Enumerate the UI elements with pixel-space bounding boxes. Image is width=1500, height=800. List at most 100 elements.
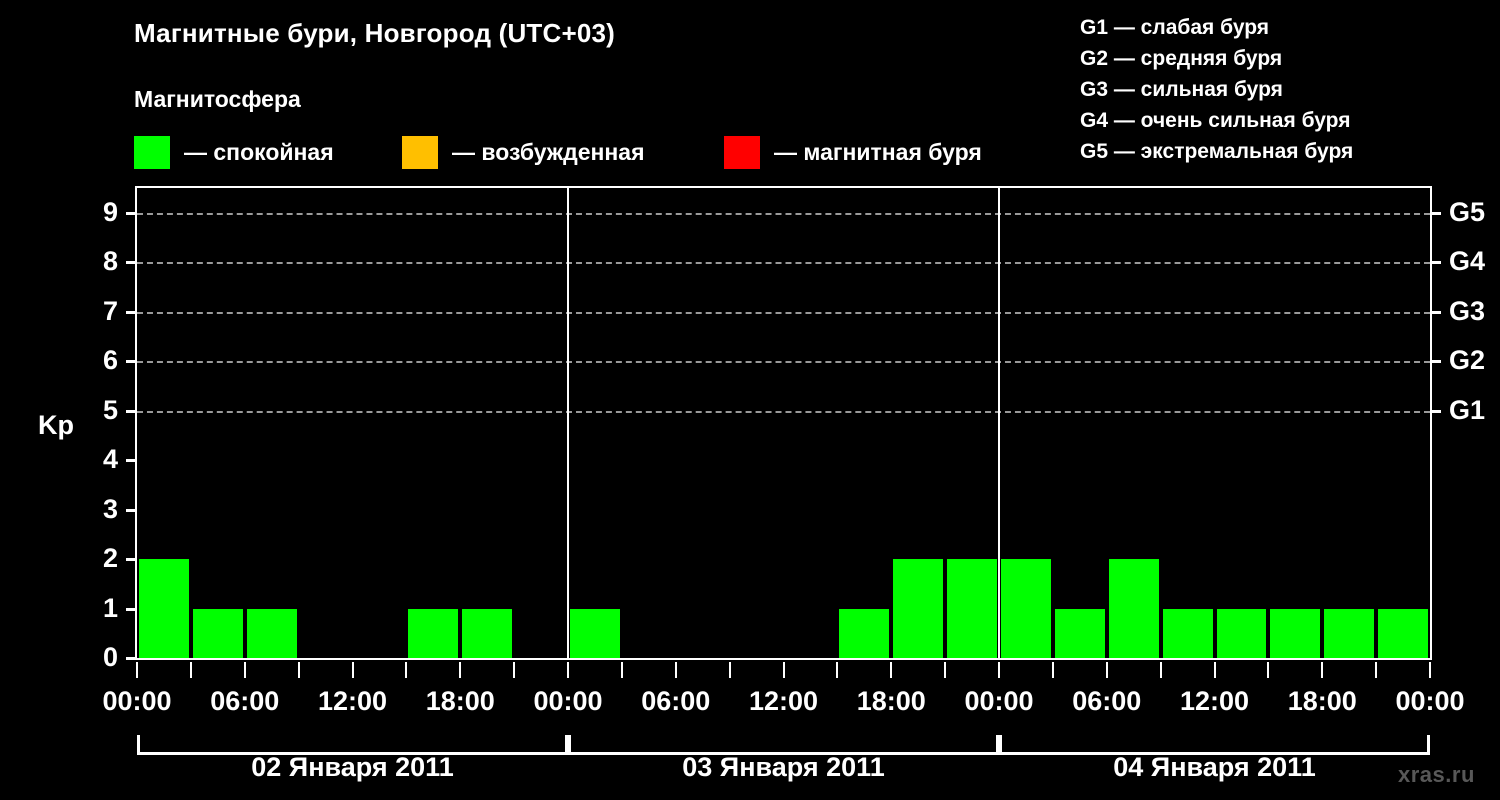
gridline-kp-6 [137, 361, 1430, 364]
bar [1216, 608, 1267, 658]
y-axis-title: Kp [38, 410, 74, 440]
x-tick-0 [136, 662, 138, 678]
y-axis-label-2: 2 [102, 543, 118, 574]
y-axis-label-8: 8 [102, 246, 118, 277]
y-tick-left-4 [126, 459, 137, 463]
x-axis-label-12: 00:00 [1395, 686, 1465, 716]
x-tick-8 [567, 662, 569, 678]
x-tick-11 [728, 662, 731, 678]
y-tick-right-G2 [1430, 360, 1441, 364]
x-tick-1 [189, 662, 192, 678]
g-scale-line-g3: G3 — сильная буря [1080, 78, 1283, 101]
bar [246, 608, 297, 658]
g-scale-legend: G1 — слабая буря G2 — средняя буря G3 — … [1080, 12, 1353, 167]
x-tick-16 [998, 662, 1000, 678]
x-tick-4 [351, 662, 354, 678]
date-label-2: 03 Января 2011 [682, 752, 885, 782]
gridline-kp-8 [137, 262, 1430, 265]
bar [570, 608, 620, 658]
x-axis-label-8: 00:00 [964, 686, 1034, 716]
legend-label-storm: — магнитная буря [774, 138, 982, 165]
date-label-1: 02 Января 2011 [251, 752, 454, 782]
bar [839, 608, 890, 658]
g-scale-line-g5: G5 — экстремальная буря [1080, 140, 1354, 163]
x-axis-label-11: 18:00 [1287, 686, 1357, 716]
x-axis-label-7: 18:00 [856, 686, 926, 716]
bar [1324, 608, 1375, 658]
legend-swatch-calm [134, 135, 170, 169]
page-title: Магнитные бури, Новгород (UTC+03) [134, 18, 616, 48]
bar [1270, 608, 1321, 658]
g-axis-label-G1: G1 [1449, 394, 1486, 425]
legend-label-unsettled: — возбужденная [452, 138, 645, 165]
x-tick-6 [459, 662, 462, 678]
day-bracket-3 [999, 735, 1430, 755]
plot-inner [126, 188, 1441, 660]
x-axis-label-0: 00:00 [102, 686, 172, 716]
y-tick-left-9 [126, 211, 137, 215]
day-separator-1 [567, 188, 569, 658]
plot-area [126, 186, 1441, 660]
x-axis-label-5: 06:00 [641, 686, 711, 716]
y-axis-label-0: 0 [102, 642, 118, 672]
legend-item-calm: — спокойная [134, 131, 334, 173]
magnetosphere-label: Магнитосфера [134, 86, 301, 112]
g-axis-label-G3: G3 [1449, 295, 1486, 326]
y-axis-label-4: 4 [102, 444, 118, 475]
g-axis-label-G4: G4 [1449, 246, 1486, 277]
y-axis-label-9: 9 [102, 196, 118, 227]
y-tick-left-0 [126, 657, 137, 660]
gridline-kp-9 [137, 212, 1430, 215]
x-tick-20 [1213, 662, 1216, 678]
day-separator-2 [998, 188, 1000, 658]
x-tick-13 [836, 662, 839, 678]
x-tick-18 [1105, 662, 1108, 678]
day-bracket-2 [568, 735, 999, 755]
y-tick-right-G4 [1430, 261, 1441, 265]
y-tick-left-5 [126, 409, 137, 413]
x-tick-23 [1375, 662, 1378, 678]
x-tick-21 [1267, 662, 1270, 678]
legend-swatch-storm [724, 135, 760, 169]
g-axis-label-G5: G5 [1449, 196, 1486, 227]
y-tick-left-6 [126, 360, 137, 364]
bar-series [137, 188, 1430, 658]
bar [947, 559, 997, 658]
x-tick-7 [513, 662, 516, 678]
bar [893, 559, 944, 658]
x-tick-10 [674, 662, 677, 678]
x-axis-label-3: 18:00 [425, 686, 495, 716]
y-tick-right-G3 [1430, 310, 1441, 314]
legend-label-calm: — спокойная [184, 138, 334, 165]
bar [192, 608, 243, 658]
bar [408, 608, 459, 658]
x-tick-12 [782, 662, 785, 678]
x-axis-label-10: 12:00 [1179, 686, 1250, 716]
x-tick-17 [1051, 662, 1054, 678]
x-tick-24 [1429, 662, 1431, 678]
x-axis-label-9: 06:00 [1072, 686, 1142, 716]
x-tick-9 [620, 662, 623, 678]
x-axis-label-6: 12:00 [748, 686, 819, 716]
x-axis-label-1: 06:00 [210, 686, 280, 716]
y-tick-left-7 [126, 310, 137, 314]
y-tick-left-3 [126, 508, 137, 512]
x-tick-22 [1321, 662, 1324, 678]
x-tick-3 [297, 662, 300, 678]
y-axis-label-6: 6 [102, 345, 118, 376]
g-scale-line-g2: G2 — средняя буря [1080, 47, 1283, 70]
bar [1001, 559, 1051, 658]
x-tick-14 [890, 662, 893, 678]
legend-swatch-unsettled [402, 135, 438, 169]
y-axis-label-1: 1 [102, 592, 118, 623]
bar [139, 559, 189, 658]
y-axis-label-5: 5 [102, 394, 118, 425]
x-tick-19 [1159, 662, 1162, 678]
legend-item-storm: — магнитная буря [724, 131, 982, 173]
watermark: xras.ru [1398, 762, 1475, 787]
y-axis-label-3: 3 [102, 493, 118, 524]
gridline-kp-7 [137, 311, 1430, 314]
date-label-3: 04 Января 2011 [1113, 752, 1316, 782]
x-axis-label-2: 12:00 [317, 686, 388, 716]
